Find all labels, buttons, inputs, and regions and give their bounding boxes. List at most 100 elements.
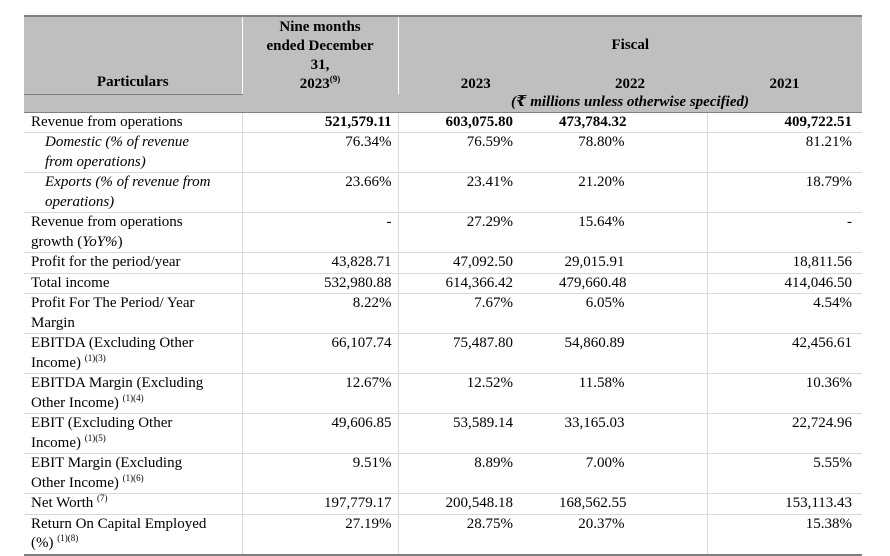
cell-nine-months: 66,107.74 [242, 333, 399, 374]
row-label-text: Revenue from operations [31, 113, 183, 130]
cell-2022: 11.58% [553, 373, 708, 414]
footnote-ref: (1)(3) [84, 352, 106, 363]
cell-2023: 12.52% [398, 373, 553, 414]
cell-2023: 75,487.80 [398, 333, 553, 374]
row-label-text: Return On Capital Employed [31, 515, 207, 532]
row-ebit-margin: EBIT Margin (Excluding Other Income) (1)(… [24, 453, 863, 494]
cell-2021: 5.55% [707, 453, 863, 494]
row-label: Net Worth (7) [24, 493, 243, 515]
row-revenue: Revenue from operations 521,579.11 603,0… [24, 112, 863, 133]
row-label-text-cont: operations) [45, 193, 115, 210]
cell-2023: 8.89% [398, 453, 553, 494]
cell-2021: 10.36% [707, 373, 863, 414]
row-profit-margin: Profit For The Period/ Year Margin 8.22% … [24, 293, 863, 334]
row-roce: Return On Capital Employed (%) (1)(8) 27.… [24, 514, 863, 556]
cell-2022: 479,660.48 [553, 273, 708, 294]
nine-months-footnote: (9) [329, 74, 341, 84]
cell-2021: 15.38% [707, 514, 863, 556]
cell-2021: 18,811.56 [707, 252, 863, 274]
row-profit: Profit for the period/year 43,828.71 47,… [24, 252, 863, 274]
row-revenue-growth: Revenue from operations growth (YoY%) - 2… [24, 212, 863, 253]
cell-2022: 54,860.89 [553, 333, 708, 374]
cell-2023: 28.75% [398, 514, 553, 556]
row-domestic: Domestic (% of revenue from operations) 7… [24, 132, 863, 173]
cell-nine-months: 532,980.88 [242, 273, 399, 294]
cell-2022: 21.20% [553, 172, 708, 213]
units-spacer-mid [242, 94, 398, 113]
row-label: Return On Capital Employed (%) (1)(8) [24, 514, 243, 556]
fiscal-header: Fiscal [398, 15, 863, 74]
row-label: Profit for the period/year [24, 252, 243, 274]
cell-2021: 42,456.61 [707, 333, 863, 374]
cell-2021: 153,113.43 [707, 493, 863, 515]
cell-2023: 27.29% [398, 212, 553, 253]
year-2022-label: 2022 [615, 76, 645, 92]
cell-2022: 78.80% [553, 132, 708, 173]
cell-2023: 7.67% [398, 293, 553, 334]
row-label-text: Net Worth [31, 495, 94, 511]
footnote-ref: (1)(8) [57, 533, 79, 543]
cell-2023: 47,092.50 [398, 252, 553, 274]
row-label: Exports (% of revenue from operations) [24, 172, 243, 213]
cell-2021: 4.54% [707, 293, 863, 334]
cell-2021: - [707, 212, 863, 253]
year-2021-label: 2021 [769, 76, 800, 92]
year-2021-header: 2021 [707, 73, 863, 94]
row-label-text-cont: Income) [31, 434, 81, 451]
cell-2021: 18.79% [707, 172, 863, 213]
year-2023-label: 2023 [460, 76, 491, 92]
cell-2023: 200,548.18 [398, 493, 553, 515]
nine-months-line3: 31, [310, 57, 330, 73]
row-ebitda-margin: EBITDA Margin (Excluding Other Income) (1… [24, 373, 863, 414]
cell-nine-months: 76.34% [242, 132, 399, 173]
row-label-text-cont: growth ( [31, 233, 83, 250]
row-net-worth: Net Worth (7) 197,779.17 200,548.18 168,… [24, 493, 863, 515]
row-label-text-close: ) [117, 233, 123, 250]
units-note-text: (₹ millions unless otherwise specified) [511, 94, 749, 111]
row-exports: Exports (% of revenue from operations) 23… [24, 172, 863, 213]
row-label: Domestic (% of revenue from operations) [24, 132, 243, 173]
cell-nine-months: 49,606.85 [242, 413, 399, 454]
cell-2023: 23.41% [398, 172, 553, 213]
cell-nine-months: 27.19% [242, 514, 399, 556]
footnote-ref: (1)(6) [122, 472, 144, 483]
particulars-header-label: Particulars [96, 73, 169, 90]
year-2023-header: 2023 [398, 73, 553, 94]
financial-table-container: Particulars Nine months ended December 3… [24, 15, 863, 556]
row-label: Profit For The Period/ Year Margin [24, 293, 243, 334]
row-label: EBITDA Margin (Excluding Other Income) (1… [24, 373, 243, 414]
footnote-ref: (1)(4) [122, 392, 144, 403]
row-label-text: Profit for the period/year [31, 254, 181, 270]
row-label: EBIT (Excluding Other Income) (1)(5) [24, 413, 243, 454]
cell-2021: 414,046.50 [707, 273, 863, 294]
row-label-text: EBITDA Margin (Excluding [31, 375, 204, 391]
row-label: EBITDA (Excluding Other Income) (1)(3) [24, 333, 243, 374]
cell-nine-months: 12.67% [242, 373, 399, 414]
row-label-text: EBITDA (Excluding Other [31, 335, 194, 351]
nine-months-line2: ended December [266, 38, 374, 54]
cell-2023: 76.59% [398, 132, 553, 173]
cell-nine-months: 43,828.71 [242, 252, 399, 274]
row-label-text: Profit For The Period/ Year [31, 295, 195, 311]
cell-2023: 614,366.42 [398, 273, 553, 294]
row-label: Revenue from operations [24, 112, 243, 133]
fiscal-label: Fiscal [611, 36, 650, 53]
footnote-ref: (1)(5) [84, 432, 106, 443]
row-ebitda: EBITDA (Excluding Other Income) (1)(3) 66… [24, 333, 863, 374]
cell-2021: 22,724.96 [707, 413, 863, 454]
row-label-text: Domestic (% of revenue [45, 134, 189, 150]
nine-months-year: 2023 [299, 76, 330, 92]
row-label-text-cont: Margin [31, 314, 75, 331]
row-label: EBIT Margin (Excluding Other Income) (1)(… [24, 453, 243, 494]
cell-2022: 15.64% [553, 212, 708, 253]
footnote-ref: (7) [97, 493, 108, 503]
cell-2023: 53,589.14 [398, 413, 553, 454]
particulars-header: Particulars [24, 15, 242, 95]
cell-2021: 409,722.51 [707, 112, 863, 133]
row-label-text-cont: Other Income) [31, 394, 119, 411]
nine-months-line1: Nine months [279, 19, 361, 35]
cell-2022: 33,165.03 [553, 413, 708, 454]
row-label-text: Total income [31, 274, 110, 291]
cell-nine-months: 8.22% [242, 293, 399, 334]
cell-2023: 603,075.80 [398, 112, 553, 133]
